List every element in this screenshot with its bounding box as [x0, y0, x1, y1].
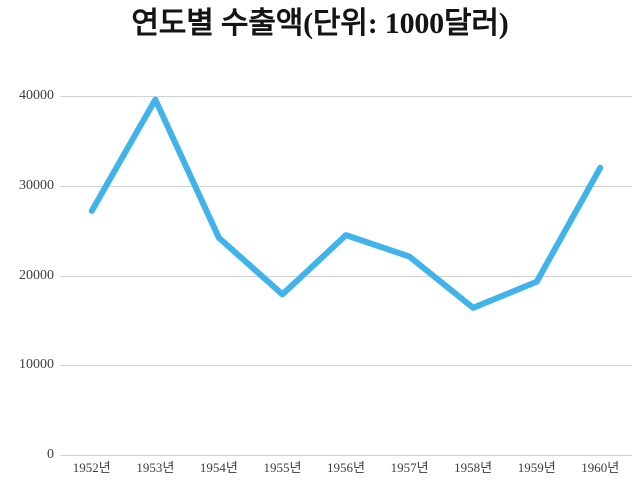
- x-tick-label: 1954년: [199, 460, 238, 475]
- gridline: [60, 365, 632, 367]
- plot-area: [60, 96, 632, 456]
- x-axis: 1952년 1953년 1954년 1955년 1956년 1957년 1958년 1959년…: [60, 460, 632, 480]
- series-polyline: [88, 96, 604, 311]
- y-axis: 0 10000 20000 30000 40000: [0, 89, 54, 462]
- gridlines: [60, 96, 632, 456]
- x-tick-label: 1955년: [263, 460, 302, 475]
- x-tick-label: 1960년: [581, 460, 620, 475]
- x-tick-label: 1956년: [327, 460, 366, 475]
- x-tick-label: 1952년: [72, 460, 111, 475]
- gridline: [60, 275, 632, 277]
- y-tick-label: 10000: [19, 357, 54, 373]
- gridline: [60, 455, 632, 456]
- y-tick-label: 40000: [19, 88, 54, 103]
- y-tick-label: 0: [47, 447, 54, 462]
- x-tick-label: 1953년: [136, 460, 175, 475]
- line-series-수출액: [88, 96, 604, 311]
- gridline: [60, 96, 632, 97]
- x-tick-label: 1959년: [517, 460, 556, 475]
- y-tick-label: 30000: [19, 177, 54, 193]
- gridline: [60, 185, 632, 187]
- x-tick-label: 1957년: [390, 460, 429, 475]
- chart-title: 연도별 수출액(단위: 1000달러): [131, 7, 509, 40]
- x-tick-label: 1958년: [454, 460, 493, 475]
- y-tick-label: 20000: [19, 267, 54, 283]
